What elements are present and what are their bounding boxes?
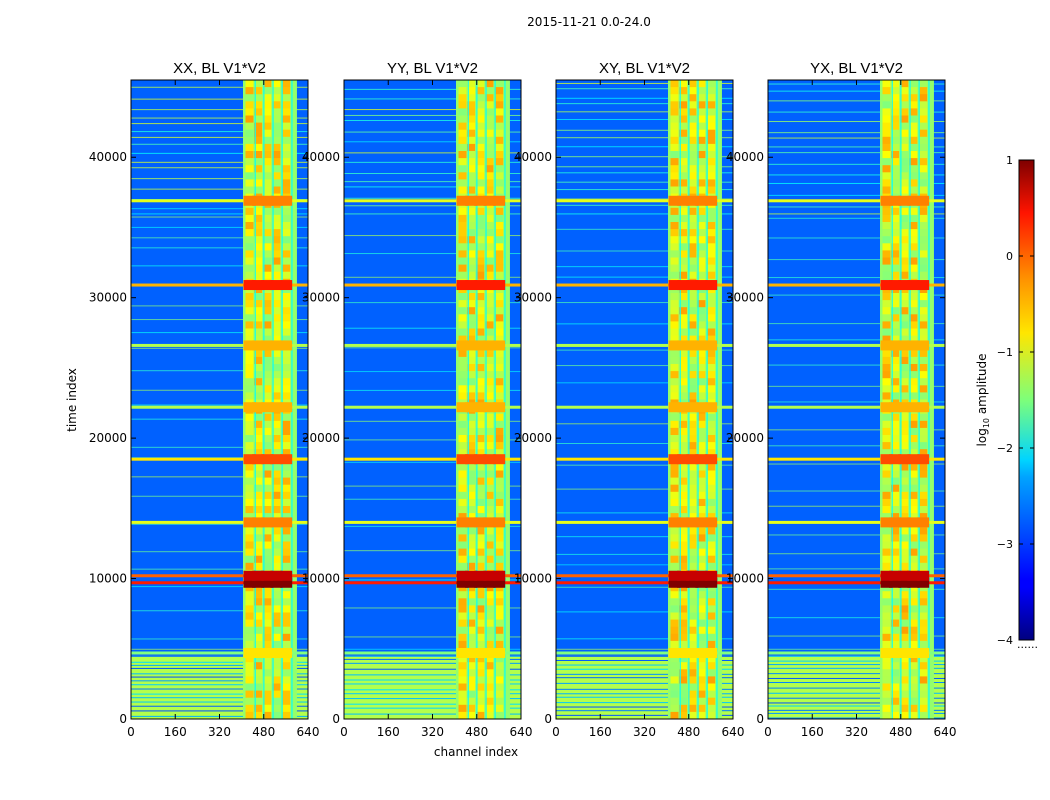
panel-1-ytick-label: 30000: [89, 291, 127, 305]
colorbar-label-sub: 10: [982, 418, 991, 428]
panel-1-ytick-label: 10000: [89, 572, 127, 586]
colorbar-tick-label: −3: [997, 538, 1013, 551]
panel-4-xtick-label: 320: [845, 725, 868, 739]
colorbar-label-log: log: [975, 428, 989, 446]
panel-4-xtick-label: 160: [801, 725, 824, 739]
panel-2-xtick-label: 320: [421, 725, 444, 739]
colorbar-tick-label: 0: [1006, 250, 1013, 263]
panel-3-xtick-label: 640: [722, 725, 745, 739]
panel-2-ytick-label: 10000: [302, 572, 340, 586]
panel-3-ytick-label: 0: [544, 712, 552, 726]
colorbar-tick-label: −2: [997, 442, 1013, 455]
panel-3-heatmap: [556, 80, 733, 719]
panel-2-xtick-label: 160: [377, 725, 400, 739]
colorbar-tick-label: 1: [1006, 154, 1013, 167]
panel-1-xtick-label: 0: [127, 725, 135, 739]
panel-4: YX, BL V1*V2 0 160 320 480 640 0 10000 20000 3000…: [726, 60, 957, 739]
panel-2-title: YY, BL V1*V2: [387, 60, 478, 77]
panel-3-ytick-label: 40000: [514, 150, 552, 164]
panel-4-ytick-label: 10000: [726, 572, 764, 586]
panel-2: YY, BL V1*V2 0 160 320 480 640 0 10000 20000 3000…: [302, 60, 533, 739]
panel-1-title: XX, BL V1*V2: [173, 60, 266, 77]
panel-3-xtick-label: 320: [633, 725, 656, 739]
panel-2-ytick-label: 0: [332, 712, 340, 726]
panel-3: XY, BL V1*V2 0 160 320 480 640 0 10000 20000 3000…: [514, 60, 745, 739]
panel-3-ytick-label: 20000: [514, 431, 552, 445]
panel-1-ytick-label: 40000: [89, 150, 127, 164]
panel-2-ytick-label: 20000: [302, 431, 340, 445]
panel-1-xtick-label: 640: [297, 725, 320, 739]
panel-2-xtick-label: 0: [340, 725, 348, 739]
colorbar-label: log10 amplitude: [975, 354, 991, 447]
panel-1-xtick-label: 160: [164, 725, 187, 739]
panel-3-xtick-label: 0: [552, 725, 560, 739]
panel-4-ytick-label: 20000: [726, 431, 764, 445]
colorbar-tick-label: −1: [997, 346, 1013, 359]
panel-1-xtick-label: 320: [208, 725, 231, 739]
panel-1-ytick-label: 0: [119, 712, 127, 726]
panel-1-xtick-label: 480: [252, 725, 275, 739]
panel-4-heatmap: [768, 80, 945, 719]
panel-2-xtick-label: 480: [465, 725, 488, 739]
panel-2-heatmap: [344, 80, 521, 719]
panel-3-xtick-label: 480: [677, 725, 700, 739]
colorbar: 10−1−2−3−4 ...... log10 amplitude: [975, 154, 1038, 651]
panel-4-xtick-label: 0: [764, 725, 772, 739]
panel-3-xtick-label: 160: [589, 725, 612, 739]
panel-4-ytick-label: 40000: [726, 150, 764, 164]
panel-1-heatmap: [131, 80, 308, 719]
figure-suptitle: 2015-11-21 0.0-24.0: [527, 15, 651, 29]
x-axis-label: channel index: [434, 745, 518, 759]
panel-3-ytick-label: 30000: [514, 291, 552, 305]
panel-4-xtick-label: 640: [934, 725, 957, 739]
colorbar-ticks: 1 0 −1 −2 −3 −4: [997, 154, 1034, 647]
colorbar-label-rest: amplitude: [975, 354, 989, 418]
panel-1: XX, BL V1*V2 0 160 320 480 640 0 10000 20000 3000…: [89, 60, 320, 739]
panel-2-xtick-label: 640: [510, 725, 533, 739]
panel-4-ytick-label: 30000: [726, 291, 764, 305]
colorbar-tick-label: −4: [997, 634, 1013, 647]
panel-2-ytick-label: 30000: [302, 291, 340, 305]
panel-3-title: XY, BL V1*V2: [599, 60, 690, 77]
colorbar-gradient: [1018, 159, 1035, 641]
y-axis-label: time index: [65, 368, 79, 432]
panel-4-ytick-label: 0: [756, 712, 764, 726]
panel-1-ytick-label: 20000: [89, 431, 127, 445]
colorbar-dots: ......: [1017, 638, 1038, 651]
panel-2-ytick-label: 40000: [302, 150, 340, 164]
panel-3-ytick-label: 10000: [514, 572, 552, 586]
panels-group: XX, BL V1*V2 0 160 320 480 640 0 10000 20000 3000…: [89, 60, 957, 739]
panel-4-title: YX, BL V1*V2: [810, 60, 903, 77]
panel-4-xtick-label: 480: [889, 725, 912, 739]
